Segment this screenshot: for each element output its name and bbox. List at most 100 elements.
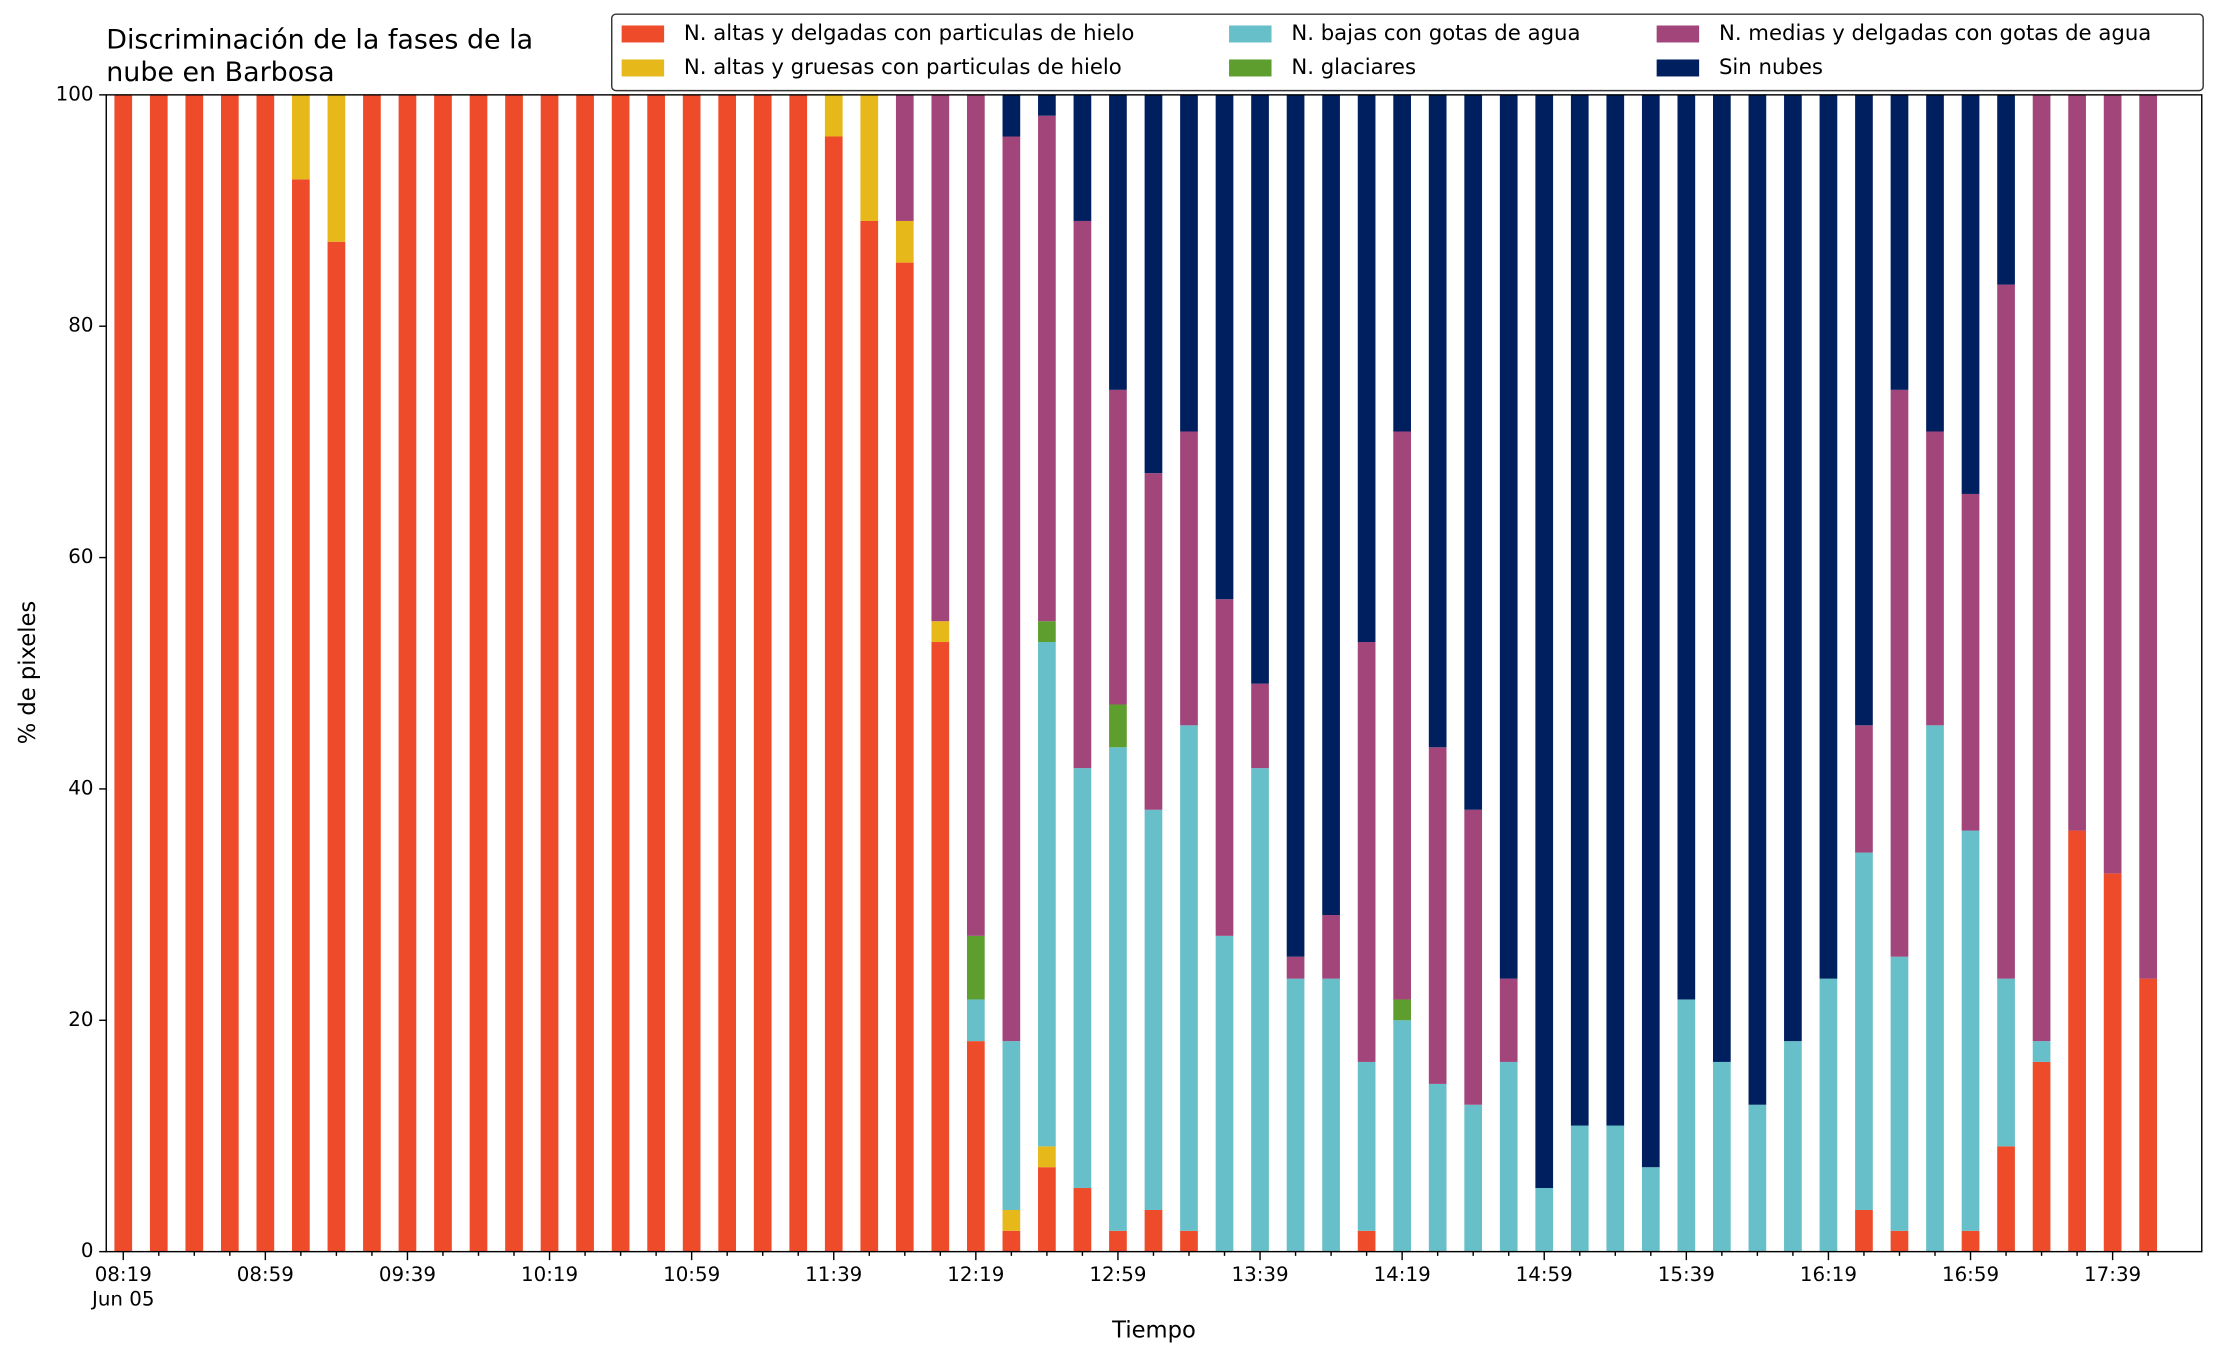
bar-segment <box>1073 220 1092 769</box>
bar-segment <box>753 94 772 1252</box>
bar-segment <box>1180 431 1198 726</box>
bar-segment <box>1144 1209 1163 1252</box>
legend-swatch <box>1656 25 1700 43</box>
bar-segment <box>1926 94 1944 432</box>
bar-segment <box>1038 621 1056 643</box>
bar-segment <box>1606 94 1625 1126</box>
legend-box <box>611 13 2204 92</box>
bar-segment <box>1144 473 1163 810</box>
bar-segment <box>1997 978 2015 1147</box>
bar-segment <box>1073 768 1092 1189</box>
legend-label: N. glaciares <box>1291 55 1416 80</box>
bar-segment <box>2068 94 2086 831</box>
bar-segment <box>505 94 523 1252</box>
bar-segment <box>1606 1125 1625 1252</box>
bar-segment <box>860 94 879 221</box>
x-tick-label: 17:39 <box>2084 1263 2141 1286</box>
bar-segment <box>2068 830 2086 1252</box>
bar-segment <box>1997 284 2015 979</box>
bar-segment <box>363 94 381 1252</box>
bar-segment <box>1784 1041 1802 1252</box>
bar-segment <box>1677 999 1696 1252</box>
x-tick-label: 12:59 <box>1089 1263 1146 1286</box>
x-tick-label: 15:39 <box>1658 1263 1715 1286</box>
bar-segment <box>1428 1083 1447 1252</box>
bar-segment <box>2139 94 2157 979</box>
bar-segment <box>1144 809 1163 1210</box>
bar-segment <box>1286 978 1305 1252</box>
bar-segment <box>1641 1167 1660 1252</box>
bar-segment <box>2032 1041 2051 1062</box>
bar-segment <box>895 220 914 263</box>
bar-segment <box>1038 115 1056 622</box>
bar-segment <box>1109 389 1127 705</box>
bar-segment <box>1393 999 1411 1021</box>
x-tick-label: 08:19 <box>95 1263 152 1286</box>
bar-segment <box>1109 747 1127 1231</box>
x-date-label: Jun 05 <box>90 1287 154 1310</box>
y-axis-label: % de pixeles <box>15 601 41 745</box>
x-tick-label: 14:19 <box>1374 1263 1431 1286</box>
bar-segment <box>1641 94 1660 1168</box>
legend-label: N. altas y gruesas con particulas de hie… <box>684 55 1122 80</box>
bar-segment <box>1215 94 1234 600</box>
bar-segment <box>1997 1146 2015 1252</box>
bar-segment <box>1819 978 1838 1252</box>
bar-segment <box>824 136 843 1252</box>
bar-segment <box>1393 94 1411 432</box>
bar-segment <box>1073 1188 1092 1252</box>
bar-segment <box>1464 809 1483 1105</box>
y-tick-label: 100 <box>56 82 94 105</box>
bar-segment <box>1002 94 1021 137</box>
bar-segment <box>966 935 985 1000</box>
bar-segment <box>1926 725 1944 1252</box>
bar-segment <box>1890 956 1909 1231</box>
bar-segment <box>1180 1230 1198 1252</box>
x-tick-label: 08:59 <box>237 1263 294 1286</box>
bar-segment <box>1677 94 1696 1000</box>
bar-segment <box>1357 1230 1376 1252</box>
bar-segment <box>1926 431 1944 726</box>
bar-segment <box>220 94 239 1252</box>
bar-segment <box>1570 1125 1589 1252</box>
legend-swatch <box>1656 59 1700 77</box>
bar-segment <box>1890 389 1909 957</box>
bar-segment <box>1322 94 1340 916</box>
bar-segment <box>1819 94 1838 979</box>
bar-segment <box>1855 852 1873 1210</box>
bar-segment <box>1499 94 1518 979</box>
bar-segment <box>2032 1061 2051 1252</box>
bar-segment <box>1251 683 1269 769</box>
bar-segment <box>1428 747 1447 1084</box>
y-tick-label: 60 <box>68 545 93 568</box>
y-tick-label: 80 <box>68 314 93 337</box>
legend-label: N. medias y delgadas con gotas de agua <box>1719 21 2151 46</box>
bar-segment <box>1322 915 1340 979</box>
bar-segment <box>1855 94 1873 726</box>
x-tick-label: 16:59 <box>1942 1263 1999 1286</box>
bar-segment <box>2139 978 2157 1252</box>
bar-segment <box>1784 94 1802 1042</box>
bar-segment <box>1428 94 1447 748</box>
bar-segment <box>931 94 950 622</box>
bar-segment <box>682 94 701 1252</box>
bar-segment <box>895 262 914 1252</box>
bar-segment <box>1393 431 1411 1000</box>
legend-swatch <box>621 59 665 77</box>
x-tick-label: 09:39 <box>379 1263 436 1286</box>
bar-segment <box>1038 94 1056 116</box>
bar-segment <box>824 94 843 137</box>
x-tick-label: 16:19 <box>1800 1263 1857 1286</box>
bar-segment <box>1961 1230 1980 1252</box>
legend-swatch <box>1229 25 1272 43</box>
bar-segment <box>1073 94 1092 221</box>
bar-segment <box>2103 873 2122 1252</box>
y-tick-label: 40 <box>68 776 93 799</box>
bar-segment <box>1251 94 1269 684</box>
bar-segment <box>1535 1188 1554 1252</box>
bar-segment <box>1286 94 1305 957</box>
bar-segment <box>1322 978 1340 1252</box>
bar-segment <box>1215 935 1234 1252</box>
legend-swatch <box>1229 59 1272 77</box>
